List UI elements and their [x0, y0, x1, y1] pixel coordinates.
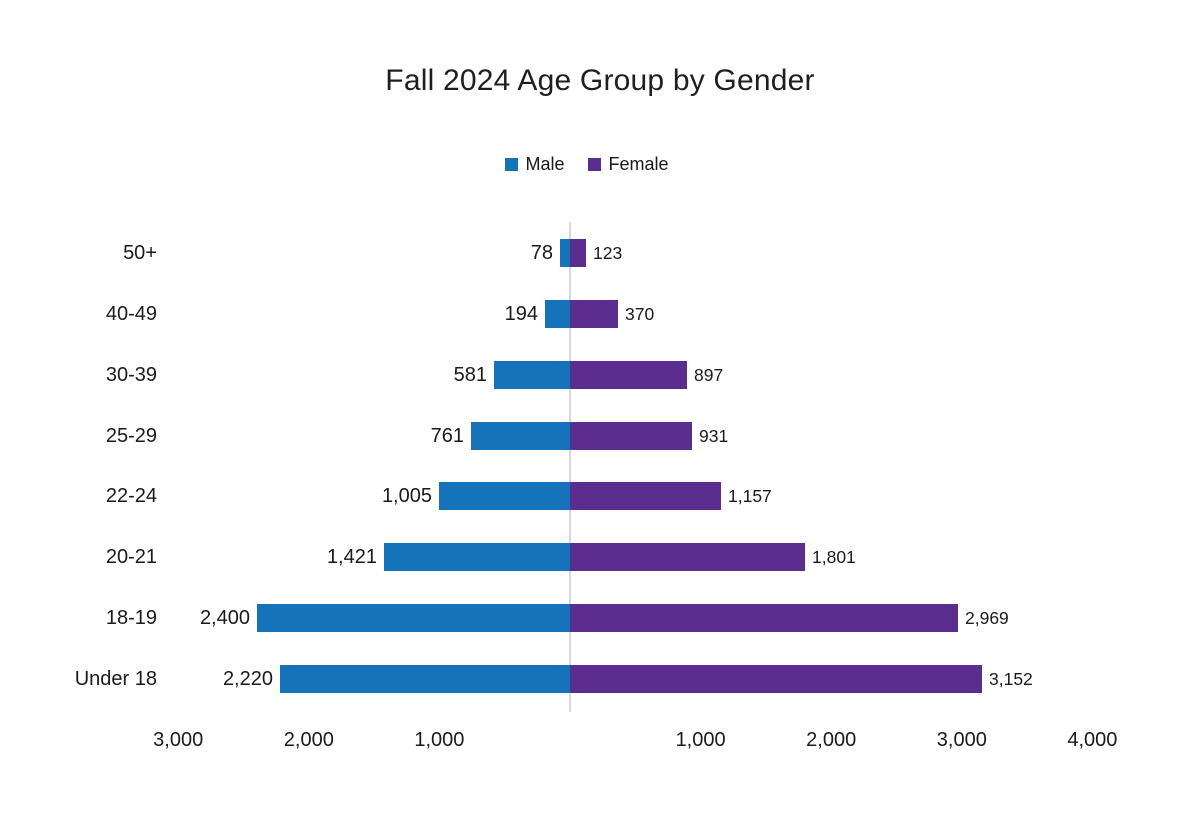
legend-item-female: Female	[588, 154, 669, 175]
female-bar	[570, 239, 586, 267]
male-value-label: 1,421	[326, 546, 377, 568]
female-value-label: 931	[699, 426, 729, 446]
male-bar	[545, 300, 570, 328]
female-bar	[570, 482, 721, 510]
female-value-label: 123	[593, 243, 623, 263]
x-tick-label: 2,000	[283, 729, 334, 751]
x-tick-label: 1,000	[675, 729, 726, 751]
legend-label-female: Female	[608, 154, 669, 174]
category-label: 50+	[123, 242, 157, 264]
female-bar	[570, 361, 687, 389]
male-bar	[494, 361, 570, 389]
female-bar	[570, 422, 692, 450]
male-value-label: 581	[453, 364, 487, 386]
male-value-label: 78	[530, 242, 553, 264]
female-bar	[570, 543, 805, 571]
female-value-label: 897	[694, 365, 724, 385]
male-bar	[280, 665, 570, 693]
female-value-label: 1,801	[812, 547, 856, 567]
male-bar	[439, 482, 570, 510]
x-tick-label: 3,000	[153, 729, 204, 751]
female-value-label: 2,969	[965, 608, 1009, 628]
female-bar	[570, 604, 958, 632]
male-value-label: 2,400	[199, 607, 250, 629]
category-label: 18-19	[105, 607, 157, 629]
male-bar	[384, 543, 570, 571]
x-tick-label: 2,000	[806, 729, 857, 751]
x-tick-label: 3,000	[936, 729, 987, 751]
chart-title: Fall 2024 Age Group by Gender	[385, 64, 815, 97]
male-bar	[560, 239, 570, 267]
male-value-label: 1,005	[381, 485, 432, 507]
x-tick-label: 1,000	[414, 729, 465, 751]
male-bar	[257, 604, 570, 632]
x-tick-label: 4,000	[1067, 729, 1118, 751]
female-bar	[570, 665, 982, 693]
legend-label-male: Male	[525, 154, 565, 174]
category-label: 20-21	[105, 546, 157, 568]
female-swatch-icon	[588, 158, 602, 171]
category-label: 30-39	[105, 364, 157, 386]
center-gridline	[569, 222, 571, 712]
male-value-label: 194	[504, 303, 538, 325]
category-label: 22-24	[105, 485, 157, 507]
female-value-label: 370	[625, 304, 655, 324]
male-swatch-icon	[505, 158, 519, 171]
male-value-label: 2,220	[222, 668, 273, 690]
category-label: 25-29	[105, 425, 157, 447]
male-value-label: 761	[430, 425, 464, 447]
male-bar	[471, 422, 570, 450]
category-label: 40-49	[105, 303, 157, 325]
female-value-label: 1,157	[728, 486, 772, 506]
female-value-label: 3,152	[989, 669, 1033, 689]
female-bar	[570, 300, 618, 328]
legend-item-male: Male	[505, 154, 564, 175]
legend: Male Female	[0, 154, 1200, 175]
category-label: Under 18	[74, 668, 157, 690]
